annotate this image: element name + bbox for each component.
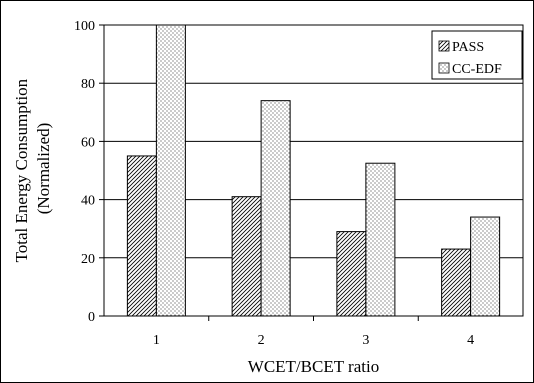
bar-pass-2 xyxy=(231,196,262,317)
y-tick-label: 100 xyxy=(74,19,95,34)
y-tick-label: 0 xyxy=(88,310,95,325)
legend-label-cc-edf: CC-EDF xyxy=(452,62,502,77)
legend-label-pass: PASS xyxy=(452,40,484,55)
x-tick-label: 4 xyxy=(467,333,474,348)
y-axis-ticks: 0 20 40 60 80 100 xyxy=(74,19,104,325)
bar-pass-4 xyxy=(441,248,472,317)
bar-cc-edf-2 xyxy=(260,100,291,317)
y-axis-label-line-2: (Normalized) xyxy=(34,123,53,215)
bar-cc-edf-4 xyxy=(470,216,501,317)
x-axis-ticks: 1 2 3 4 xyxy=(153,316,474,348)
bar-cc-edf-3 xyxy=(365,162,396,317)
y-tick-label: 80 xyxy=(81,77,95,92)
legend-swatch-pass xyxy=(438,40,450,52)
legend-swatch-cc-edf xyxy=(438,62,450,74)
bars xyxy=(126,24,501,317)
x-axis-label: WCET/BCET ratio xyxy=(248,357,379,376)
y-axis-label-line-1: Total Energy Consumption xyxy=(12,78,31,262)
y-tick-label: 40 xyxy=(81,194,95,209)
x-tick-label: 1 xyxy=(153,333,160,348)
bar-cc-edf-1 xyxy=(155,24,186,317)
bar-pass-1 xyxy=(126,155,157,317)
bar-pass-3 xyxy=(336,231,367,317)
legend: PASS CC-EDF xyxy=(431,30,523,80)
x-tick-label: 2 xyxy=(258,333,265,348)
y-tick-label: 60 xyxy=(81,135,95,150)
y-tick-label: 20 xyxy=(81,252,95,267)
y-axis-label: Total Energy Consumption (Normalized) xyxy=(12,75,53,263)
x-tick-label: 3 xyxy=(362,333,369,348)
